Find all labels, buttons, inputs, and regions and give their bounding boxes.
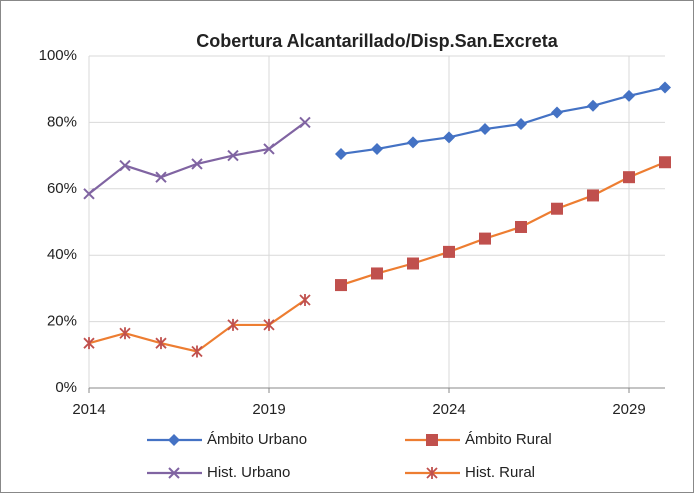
marker	[168, 467, 180, 479]
y-tick-label: 40%	[47, 246, 77, 263]
marker	[155, 171, 167, 183]
marker	[263, 318, 275, 331]
marker	[551, 106, 563, 119]
marker	[227, 149, 239, 162]
marker	[443, 131, 455, 144]
y-tick-label: 100%	[39, 47, 77, 64]
marker	[191, 158, 203, 170]
legend-label: Hist. Rural	[465, 464, 535, 481]
y-tick-label: 80%	[47, 113, 77, 130]
series-line	[340, 86, 666, 156]
marker	[623, 171, 635, 184]
marker	[119, 327, 131, 340]
x-tick-label: 2019	[252, 401, 285, 418]
marker	[407, 257, 419, 270]
series-line	[340, 161, 666, 287]
y-tick-label: 60%	[47, 180, 77, 197]
marker	[299, 294, 311, 307]
x-tick-label: 2029	[612, 401, 645, 418]
legend-label: Hist. Urbano	[207, 464, 290, 481]
marker	[443, 245, 455, 258]
marker	[83, 188, 95, 200]
marker	[335, 147, 347, 160]
marker	[371, 142, 383, 155]
marker	[587, 189, 599, 202]
marker	[371, 267, 383, 280]
marker	[659, 156, 671, 169]
marker	[335, 279, 347, 292]
x-tick-label: 2014	[72, 401, 105, 418]
marker	[83, 337, 95, 350]
marker	[191, 345, 203, 358]
marker	[227, 318, 239, 331]
marker	[263, 143, 275, 155]
x-tick-label: 2024	[432, 401, 465, 418]
marker	[659, 81, 671, 94]
chart-title: Cobertura Alcantarillado/Disp.San.Excret…	[196, 31, 558, 51]
marker	[515, 118, 527, 131]
marker	[119, 159, 131, 172]
marker	[587, 99, 599, 112]
marker	[479, 232, 491, 245]
legend-label: Ámbito Rural	[465, 431, 552, 448]
marker	[407, 136, 419, 149]
marker	[515, 220, 527, 233]
marker	[168, 434, 180, 446]
marker	[426, 434, 438, 446]
marker	[479, 123, 491, 136]
y-tick-label: 0%	[55, 379, 77, 396]
marker	[623, 89, 635, 102]
marker	[426, 467, 438, 479]
marker	[155, 337, 167, 350]
legend-label: Ámbito Urbano	[207, 431, 307, 448]
y-tick-label: 20%	[47, 313, 77, 330]
marker	[551, 202, 563, 215]
marker	[299, 116, 311, 129]
